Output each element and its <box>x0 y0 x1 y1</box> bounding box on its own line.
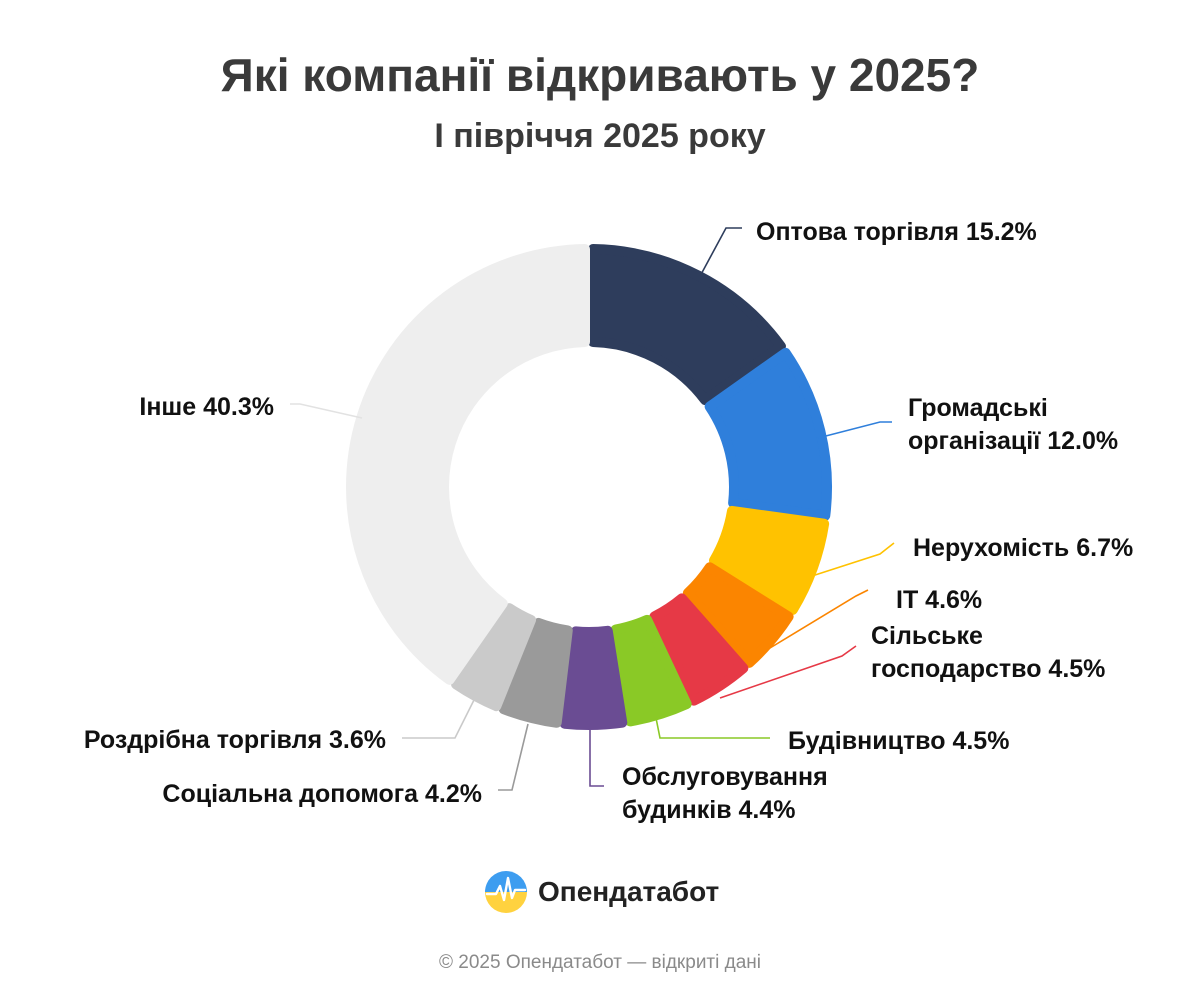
slice-label-5-line-2: господарство 4.5% <box>871 655 1105 683</box>
donut-slice-7 <box>559 625 628 730</box>
slice-label-6-line-1: Будівництво 4.5% <box>788 727 1009 755</box>
slice-label-10: Інше 40.3% <box>139 393 274 421</box>
leader-line-5 <box>719 645 857 699</box>
slice-label-6: Будівництво 4.5% <box>788 727 1009 755</box>
slice-label-3: Нерухомість 6.7% <box>913 534 1133 562</box>
slice-label-5: Сільське господарство 4.5% <box>871 622 1105 683</box>
slice-label-1-line-1: Оптова торгівля 15.2% <box>756 218 1037 246</box>
slice-label-9-line-1: Роздрібна торгівля 3.6% <box>84 726 386 754</box>
slice-label-7-line-2: будинків 4.4% <box>622 796 796 824</box>
leader-lines <box>290 227 895 791</box>
donut-slice-9 <box>451 603 537 712</box>
donut-slice-3 <box>708 505 830 615</box>
slice-label-3-line-1: Нерухомість 6.7% <box>913 534 1133 562</box>
leader-line-2 <box>817 421 892 439</box>
slice-label-2-line-1: Громадські <box>908 394 1048 422</box>
footer-copyright: © 2025 Опендатабот — відкриті дані <box>439 952 761 973</box>
donut-slice-4 <box>682 562 794 668</box>
slice-label-1: Оптова торгівля 15.2% <box>756 218 1037 246</box>
slice-label-9: Роздрібна торгівля 3.6% <box>84 726 386 754</box>
leader-line-1 <box>697 227 742 281</box>
opendatabot-logo-icon <box>485 871 527 913</box>
leader-line-3 <box>811 542 895 577</box>
slice-label-7-line-1: Обслуговування <box>622 763 828 791</box>
slice-label-7: Обслуговування будинків 4.4% <box>622 763 828 824</box>
leader-line-4 <box>769 589 869 649</box>
slice-label-4: IT 4.6% <box>896 586 982 614</box>
donut-slice-6 <box>610 614 692 727</box>
leader-line-7 <box>589 730 604 787</box>
leader-line-9 <box>402 697 476 739</box>
donut-slice-5 <box>649 593 749 706</box>
leader-line-6 <box>655 717 770 739</box>
donut-slice-8 <box>498 617 573 728</box>
chart-subtitle: І півріччя 2025 року <box>434 117 766 155</box>
slice-label-5-line-1: Сільське <box>871 622 983 650</box>
slice-label-2: Громадські організації 12.0% <box>908 394 1118 455</box>
slice-label-2-line-2: організації 12.0% <box>908 427 1118 455</box>
slice-label-8-line-1: Соціальна допомога 4.2% <box>162 780 482 808</box>
slice-labels: Оптова торгівля 15.2% Громадські організац… <box>84 218 1133 824</box>
slice-label-10-line-1: Інше 40.3% <box>139 393 274 421</box>
slice-label-8: Соціальна допомога 4.2% <box>162 780 482 808</box>
donut-slices <box>346 244 832 730</box>
leader-line-10 <box>290 403 363 419</box>
leader-line-8 <box>498 723 529 791</box>
donut-slice-2 <box>704 347 832 521</box>
donut-slice-10 <box>346 244 590 685</box>
brand-name: Опендатабот <box>538 876 720 907</box>
slice-label-4-line-1: IT 4.6% <box>896 586 982 614</box>
brand: Опендатабот <box>484 868 719 916</box>
chart-title: Які компанії відкривають у 2025? <box>220 49 980 101</box>
donut-slice-1 <box>588 244 786 406</box>
